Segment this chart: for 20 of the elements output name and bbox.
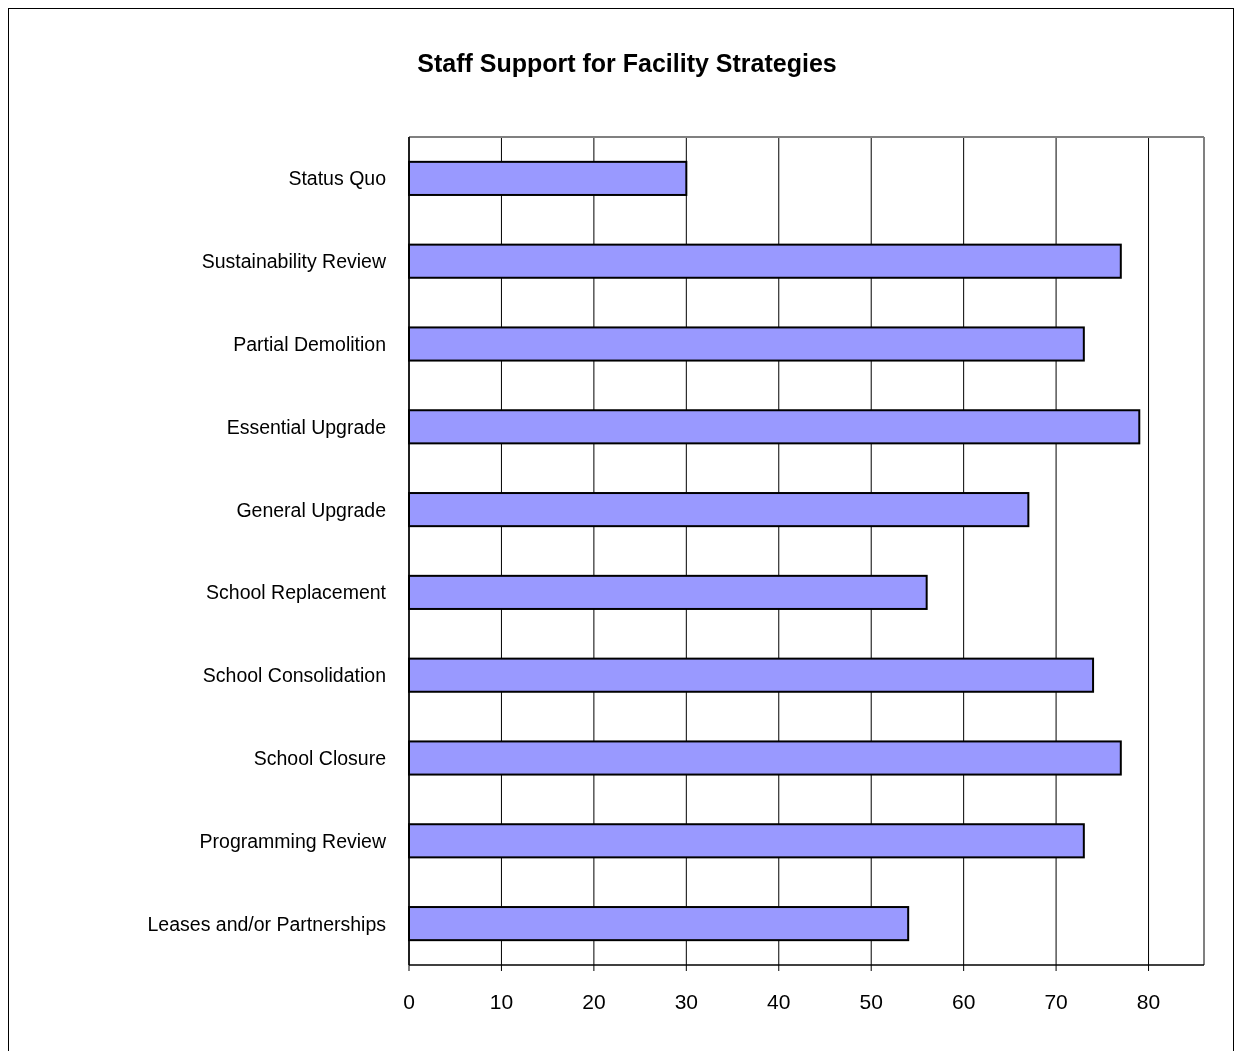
y-tick-label: Partial Demolition	[233, 333, 386, 355]
chart-title: Staff Support for Facility Strategies	[417, 49, 837, 77]
y-tick-label: School Closure	[253, 747, 386, 769]
x-tick-label: 10	[489, 990, 514, 1013]
x-tick-label: 60	[951, 990, 976, 1013]
y-tick-label: Status Quo	[288, 167, 387, 190]
y-tick-label: Leases and/or Partnerships	[147, 912, 387, 935]
x-tick-label: 50	[859, 990, 883, 1013]
x-tick-label: 20	[582, 990, 606, 1013]
x-tick-label: 0	[403, 990, 415, 1013]
x-tick-label: 80	[1136, 990, 1161, 1013]
y-tick-label: Programming Review	[199, 829, 387, 852]
y-tick-label: School Replacement	[206, 581, 387, 604]
y-tick-label: Essential Upgrade	[226, 415, 386, 438]
x-tick-label: 70	[1044, 990, 1068, 1013]
x-tick-label: 40	[767, 990, 791, 1013]
y-tick-label: School Consolidation	[202, 664, 386, 687]
y-tick-label: Sustainability Review	[201, 250, 387, 273]
y-tick-label: General Upgrade	[236, 498, 386, 521]
x-tick-label: 30	[674, 990, 699, 1013]
